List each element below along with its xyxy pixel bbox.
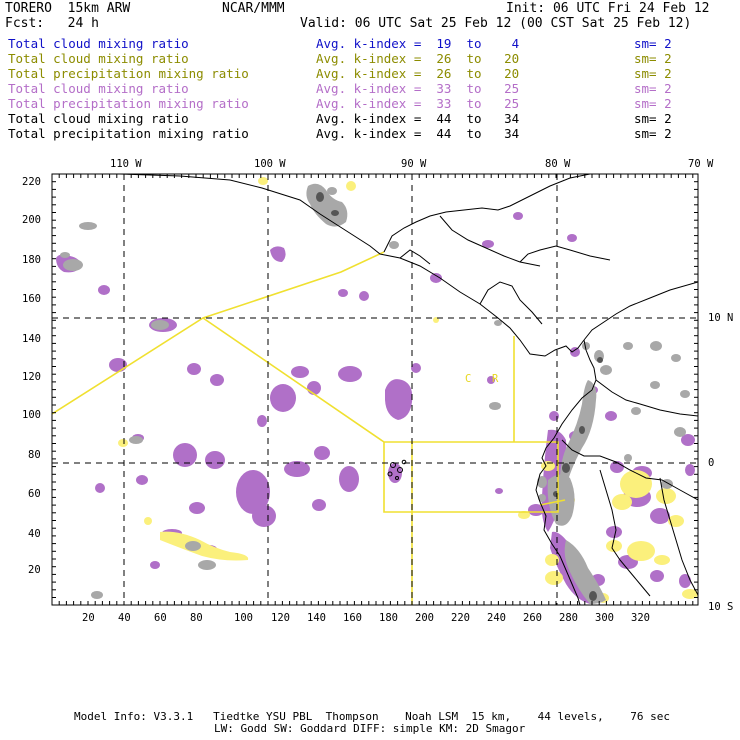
x-tick-label: 40: [118, 612, 131, 624]
legend-field: Total precipitation mixing ratio: [8, 66, 249, 81]
y-tick-label: 80: [28, 449, 41, 461]
legend-avg: Avg. k-index = 33 to 25: [316, 96, 520, 111]
lat-label: 10 S: [708, 601, 734, 613]
y-tick-label: 120: [22, 371, 41, 383]
legend-avg: Avg. k-index = 26 to 20: [316, 51, 520, 66]
purple-cloud-field: [56, 212, 695, 604]
lat-label: 10 N: [708, 312, 734, 324]
x-tick-label: 180: [379, 612, 398, 624]
coastlines: [119, 174, 698, 605]
x-tick-label: 160: [343, 612, 362, 624]
legend-avg: Avg. k-index = 44 to 34: [316, 126, 520, 141]
x-tick-label: 300: [595, 612, 614, 624]
tick-marks: [51, 173, 698, 605]
model-info-line2: LW: Godd SW: Goddard DIFF: simple KM: 2D…: [214, 722, 526, 735]
organization: NCAR/MMM: [222, 1, 285, 16]
y-tick-label: 60: [28, 488, 41, 500]
x-tick-label: 200: [415, 612, 434, 624]
x-tick-label: 100: [234, 612, 253, 624]
map-frame: [51, 173, 699, 606]
x-tick-label: 120: [271, 612, 290, 624]
valid-time: Valid: 06 UTC Sat 25 Feb 12 (00 CST Sat …: [300, 16, 692, 31]
legend-field: Total cloud mixing ratio: [8, 81, 189, 96]
gray-cloud-field: [60, 183, 690, 604]
forecast-hour: Fcst: 24 h: [5, 16, 99, 31]
x-tick-label: 260: [523, 612, 542, 624]
lon-label: 70 W: [688, 158, 714, 170]
x-tick-label: 280: [559, 612, 578, 624]
y-tick-label: 200: [22, 214, 41, 226]
legend-field: Total cloud mixing ratio: [8, 51, 189, 66]
x-tick-label: 240: [487, 612, 506, 624]
lat-lon-grid: [52, 174, 698, 605]
x-tick-label: 80: [190, 612, 203, 624]
lon-label: 110 W: [110, 158, 142, 170]
legend-field: Total precipitation mixing ratio: [8, 96, 249, 111]
dark-cloud-core: [316, 192, 603, 601]
legend-avg: Avg. k-index = 33 to 25: [316, 81, 520, 96]
legend-sm: sm= 2: [634, 81, 672, 96]
y-tick-label: 40: [28, 528, 41, 540]
lon-label: 80 W: [545, 158, 571, 170]
legend-sm: sm= 2: [634, 111, 672, 126]
legend-avg: Avg. k-index = 44 to 34: [316, 111, 520, 126]
lon-label: 100 W: [254, 158, 286, 170]
y-tick-label: 100: [22, 409, 41, 421]
legend-avg: Avg. k-index = 26 to 20: [316, 66, 520, 81]
box-label-r: R: [492, 373, 499, 385]
legend-sm: sm= 2: [634, 51, 672, 66]
y-tick-label: 180: [22, 254, 41, 266]
x-tick-label: 220: [451, 612, 470, 624]
x-tick-label: 20: [82, 612, 95, 624]
y-tick-label: 160: [22, 293, 41, 305]
x-tick-label: 60: [154, 612, 167, 624]
legend-sm: sm= 2: [634, 36, 672, 51]
legend-sm: sm= 2: [634, 126, 672, 141]
y-tick-label: 220: [22, 176, 41, 188]
x-tick-label: 320: [631, 612, 650, 624]
init-time: Init: 06 UTC Fri 24 Feb 12: [506, 1, 710, 16]
lat-label: 0: [708, 457, 715, 469]
box-label-c: C: [465, 373, 472, 385]
legend-field: Total cloud mixing ratio: [8, 111, 189, 126]
legend-sm: sm= 2: [634, 96, 672, 111]
model-info-line1: Model Info: V3.3.1 Tiedtke YSU PBL Thomp…: [74, 710, 671, 723]
y-tick-label: 140: [22, 333, 41, 345]
model-title: TORERO 15km ARW: [5, 1, 131, 16]
lon-label: 90 W: [401, 158, 427, 170]
x-tick-label: 140: [307, 612, 326, 624]
legend-field: Total precipitation mixing ratio: [8, 126, 249, 141]
legend-avg: Avg. k-index = 19 to 4: [316, 36, 520, 51]
y-tick-label: 20: [28, 564, 41, 576]
legend-sm: sm= 2: [634, 66, 672, 81]
flight-track-outlines: [52, 251, 566, 605]
legend-field: Total cloud mixing ratio: [8, 36, 189, 51]
